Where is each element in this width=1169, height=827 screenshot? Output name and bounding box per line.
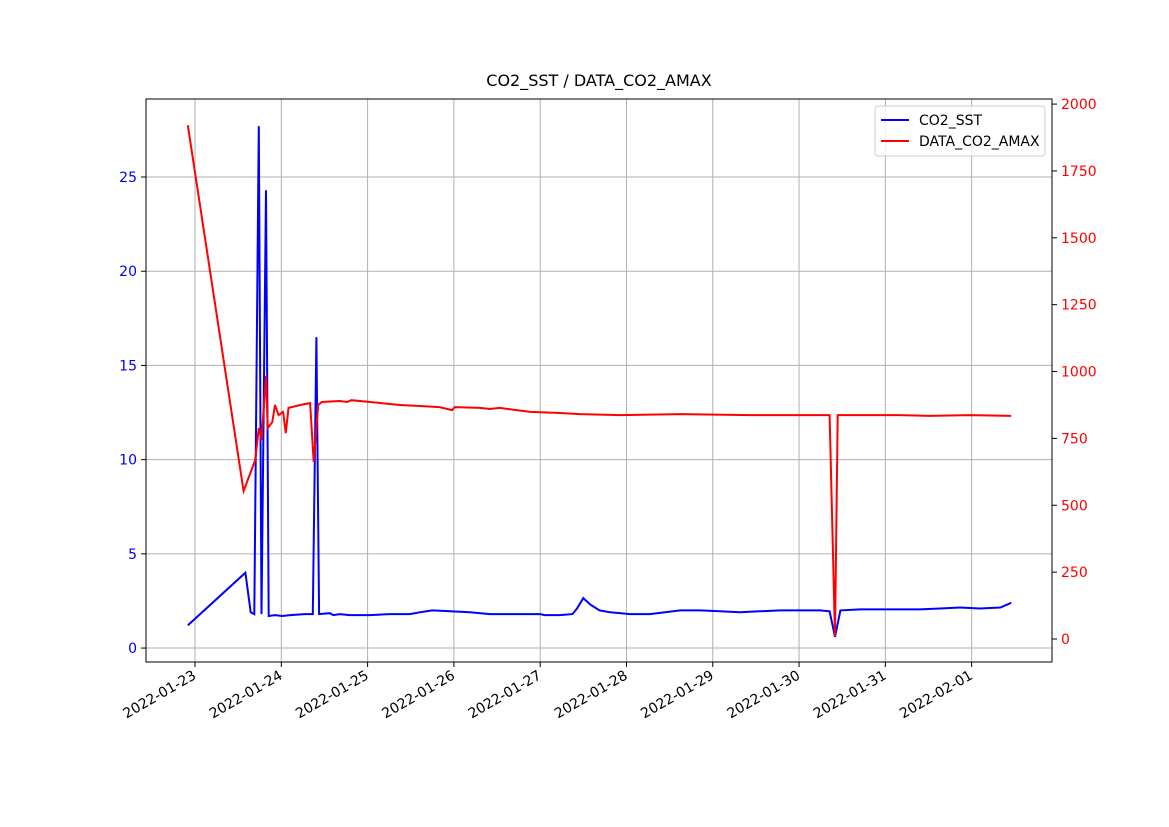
y-tick-label: 25 [119, 170, 137, 186]
series-line [187, 126, 1012, 638]
chart-title: CO2_SST / DATA_CO2_AMAX [486, 71, 711, 91]
y2-tick-label: 750 [1061, 431, 1088, 447]
y2-tick-label: 500 [1061, 498, 1088, 514]
y2-tick-label: 2000 [1061, 97, 1097, 113]
x-tick-label: 2022-01-26 [379, 668, 458, 723]
x-tick-label: 2022-01-25 [293, 668, 371, 723]
plot-frame [145, 98, 1053, 663]
y-tick-label: 10 [119, 453, 137, 469]
x-tick-label: 2022-01-29 [638, 668, 716, 723]
x-tick-label: 2022-01-31 [811, 668, 889, 723]
y-tick-label: 20 [119, 264, 137, 280]
y2-tick-label: 0 [1061, 632, 1070, 648]
y-tick-label: 0 [128, 641, 137, 657]
y2-tick-label: 1750 [1061, 164, 1097, 180]
x-tick-label: 2022-01-24 [207, 668, 286, 723]
legend-label: DATA_CO2_AMAX [919, 134, 1040, 150]
x-tick-label: 2022-01-28 [552, 668, 630, 723]
x-tick-label: 2022-01-27 [466, 668, 544, 723]
x-tick-label: 2022-01-23 [121, 668, 199, 723]
y2-tick-label: 1250 [1061, 298, 1097, 314]
legend-label: CO2_SST [919, 113, 982, 129]
series-line [186, 125, 1012, 637]
y2-tick-label: 1000 [1061, 365, 1097, 381]
y2-tick-label: 250 [1061, 565, 1088, 581]
y2-tick-label: 1500 [1061, 231, 1097, 247]
legend-box [874, 105, 1046, 157]
x-tick-label: 2022-01-30 [725, 668, 803, 723]
x-tick-label: 2022-02-01 [897, 668, 975, 723]
y-tick-label: 5 [128, 547, 137, 563]
y-tick-label: 15 [119, 358, 137, 374]
